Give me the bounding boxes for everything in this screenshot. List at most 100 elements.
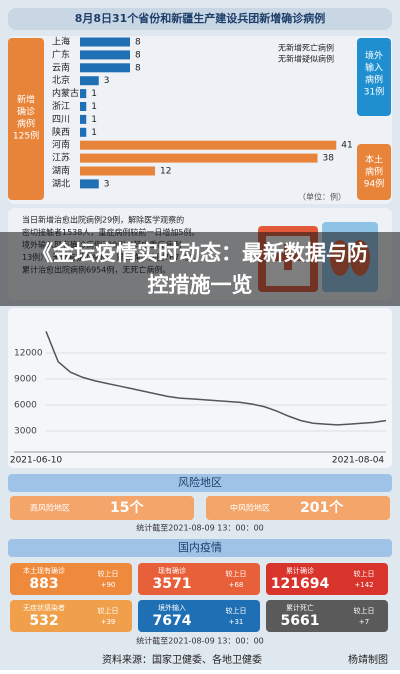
domestic-title: 国内疫情 (178, 540, 222, 554)
delta-label: 较上日 (354, 569, 375, 578)
y-tick-label: 12000 (14, 349, 43, 359)
footer-source: 资料来源：国家卫健委、各地卫健委 (102, 653, 262, 666)
delta: +31 (229, 618, 244, 626)
delta: +90 (101, 581, 116, 589)
stat-cell (10, 563, 132, 595)
stat-value: 883 (29, 576, 58, 592)
high-risk-box (10, 496, 194, 520)
delta-label: 较上日 (226, 569, 247, 578)
bar-value: 1 (91, 102, 97, 112)
risk-title: 风险地区 (178, 475, 222, 489)
note: 无新增疑似病例 (278, 54, 334, 64)
bar-value: 1 (91, 89, 97, 99)
risk-header (8, 474, 392, 492)
delta: +39 (101, 618, 116, 626)
high-risk-value: 15个 (110, 499, 144, 516)
note: 无新增死亡病例 (278, 43, 334, 53)
stat-cell (266, 600, 388, 632)
province: 内蒙古 (52, 87, 79, 99)
box-text: 确诊 (17, 106, 35, 118)
overlay-title: 《金坛疫情实时动态：最新数据与防控措施一览 (0, 232, 400, 306)
province: 四川 (52, 115, 70, 125)
stat-value: 532 (29, 613, 58, 629)
bar (80, 102, 87, 111)
local-box (357, 144, 391, 200)
box-text: 境外 (365, 50, 383, 62)
trend-panel (8, 308, 392, 468)
stat-value: 121694 (271, 576, 330, 592)
box-text: 病例 (365, 74, 383, 86)
x-tick-label: 2021-08-04 (332, 456, 385, 466)
delta-label: 较上日 (98, 606, 119, 615)
province: 湖北 (52, 178, 70, 189)
province: 上海 (52, 36, 70, 48)
header-box (8, 8, 392, 30)
unit: （单位：例） (298, 192, 346, 202)
left-box (8, 38, 44, 200)
stat-label: 累计死亡 (286, 603, 314, 612)
bar-value: 8 (135, 63, 141, 73)
delta: +142 (354, 581, 373, 589)
province: 云南 (52, 61, 70, 73)
bar (80, 179, 99, 189)
bar (80, 37, 130, 47)
y-tick-label: 6000 (14, 401, 37, 411)
high-risk-label: 高风险地区 (30, 503, 70, 513)
bar-value: 3 (104, 76, 110, 86)
bar (80, 114, 87, 124)
bar (80, 63, 130, 73)
mid-risk-box (206, 496, 390, 520)
delta: +68 (229, 581, 244, 589)
province: 江苏 (52, 152, 70, 164)
delta-label: 较上日 (98, 569, 119, 578)
risk-stamp: 统计截至2021-08-09 13：00：00 (136, 523, 264, 533)
bar (80, 166, 155, 176)
bar-value: 38 (323, 154, 335, 164)
stat-label: 境外输入 (158, 603, 186, 612)
mid-risk-value: 201个 (300, 499, 344, 516)
stat-value: 3571 (153, 576, 192, 592)
stat-value: 7674 (153, 613, 192, 629)
box-text: 输入 (365, 62, 383, 74)
stat-label: 现有确诊 (158, 566, 186, 575)
bar (80, 89, 87, 99)
bar-value: 12 (160, 167, 171, 177)
stat-cell (138, 600, 260, 632)
stat-cell (138, 563, 260, 595)
bar-value: 8 (135, 50, 141, 60)
bar (80, 127, 87, 137)
box-text: 94例 (364, 178, 384, 190)
province: 北京 (52, 74, 70, 86)
province: 湖南 (52, 165, 70, 177)
box-text: 新增 (17, 94, 35, 106)
delta-label: 较上日 (354, 606, 375, 615)
imported-box (357, 38, 391, 116)
province: 河南 (52, 139, 70, 151)
bar-value: 8 (135, 38, 141, 48)
box-text: 本土 (365, 154, 383, 166)
y-tick-label: 9000 (14, 375, 37, 385)
x-tick-label: 2021-06-10 (10, 456, 63, 466)
bar-value: 1 (91, 128, 97, 138)
province: 陕西 (52, 126, 70, 138)
stat-cell (10, 600, 132, 632)
bar-value: 3 (104, 179, 110, 189)
bar-value: 1 (91, 115, 97, 125)
domestic-stamp: 统计截至2021-08-09 13：00：00 (136, 636, 264, 646)
mid-risk-label: 中风险地区 (230, 503, 270, 513)
box-text: 31例 (364, 86, 384, 98)
stat-label: 无症状感染者 (23, 603, 65, 612)
box-text: 病例 (17, 118, 35, 130)
box-text: 病例 (365, 166, 383, 178)
province: 浙江 (52, 100, 70, 112)
stat-cell (266, 563, 388, 595)
bar (80, 153, 318, 163)
bar (80, 50, 130, 60)
stat-label: 累计确诊 (286, 566, 314, 575)
bar (80, 140, 337, 150)
stat-value: 5661 (281, 613, 320, 629)
footer-author: 杨靖制图 (348, 653, 388, 666)
bar-value: 41 (341, 141, 352, 151)
